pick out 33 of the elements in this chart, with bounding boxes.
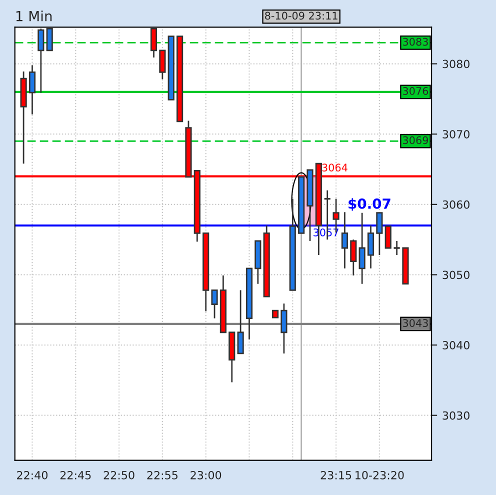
ref-line-label: 3069	[403, 136, 428, 144]
y-tick-label: 3030	[442, 411, 470, 420]
y-tick-label: 3070	[442, 130, 470, 138]
candlestick	[150, 28, 158, 58]
ref-line-label: 3076	[403, 87, 428, 95]
x-tick-label: 23:15	[320, 470, 352, 480]
y-tick-label: 3080	[442, 60, 470, 68]
y-tick-label: 3040	[442, 341, 470, 350]
ref-line-label: 3043	[403, 319, 428, 327]
candlestick	[392, 240, 401, 256]
candlestick	[358, 212, 366, 285]
chart-title: 1 Min	[16, 10, 52, 22]
candlestick	[350, 238, 357, 276]
x-tick-label: 10-23:20	[356, 470, 404, 480]
candlestick	[376, 212, 383, 256]
candlestick	[341, 211, 348, 270]
x-tick-label: 22:50	[104, 470, 134, 480]
candlestick	[384, 226, 392, 249]
x-tick-label: 22:45	[60, 470, 91, 480]
x-tick-label: 22:40	[17, 470, 48, 480]
ref-line-label: 3083	[403, 38, 428, 46]
x-tick-label: 22:55	[147, 470, 178, 480]
x-tick-label: 23:00	[190, 470, 222, 480]
y-tick-label: 3060	[442, 200, 470, 209]
ref-line-label: 8-10-09 23:11	[265, 12, 338, 20]
candlestick	[159, 50, 166, 80]
candlestick	[237, 290, 244, 354]
candlestick	[211, 290, 218, 320]
candlestick	[280, 302, 288, 354]
candlestick	[367, 224, 374, 270]
annotation: $0.07	[348, 198, 390, 211]
annotation: 3064	[322, 164, 348, 172]
y-tick-label: 3050	[442, 270, 470, 280]
